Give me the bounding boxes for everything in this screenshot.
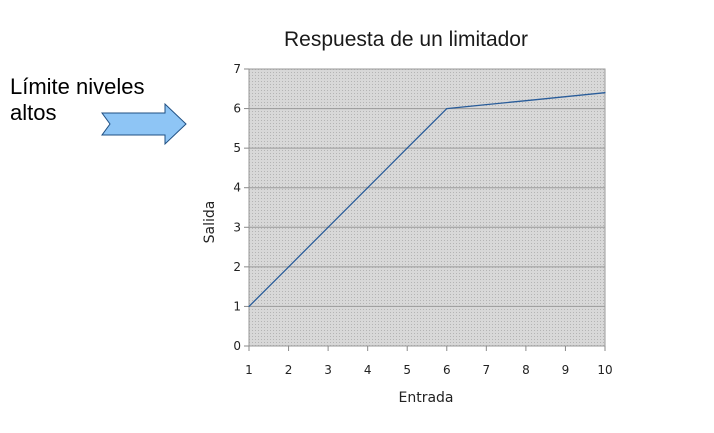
data-point bbox=[485, 104, 487, 106]
x-tick-label: 7 bbox=[483, 363, 491, 377]
x-tick-label: 3 bbox=[324, 363, 332, 377]
plot-area bbox=[248, 68, 606, 347]
data-point bbox=[248, 305, 250, 308]
series-line-0 bbox=[248, 92, 606, 307]
data-point bbox=[446, 107, 448, 110]
x-tick-label: 9 bbox=[562, 363, 570, 377]
y-tick-label: 4 bbox=[233, 181, 241, 195]
y-tick-label: 3 bbox=[233, 220, 241, 234]
right-arrow-icon bbox=[101, 102, 187, 146]
y-tick-label: 6 bbox=[233, 102, 241, 116]
data-point bbox=[406, 147, 408, 149]
x-tick-label: 5 bbox=[403, 363, 411, 377]
x-axis-title: Entrada bbox=[398, 390, 453, 406]
data-point bbox=[604, 92, 606, 94]
chart-title: Respuesta de un limitador bbox=[284, 28, 528, 51]
x-tick-label: 8 bbox=[522, 363, 530, 377]
y-tick-label: 2 bbox=[233, 260, 241, 274]
gridlines bbox=[249, 108, 605, 307]
x-tick-label: 4 bbox=[364, 363, 372, 377]
x-axis-ticks: 1 2 3 4 5 6 7 8 9 10 bbox=[245, 346, 613, 377]
y-tick-label: 1 bbox=[233, 299, 241, 313]
y-tick-label: 0 bbox=[233, 339, 241, 353]
annotation-text: Límite niveles altos bbox=[10, 74, 180, 126]
y-axis-title: Salida bbox=[202, 201, 218, 244]
x-tick-label: 10 bbox=[597, 363, 612, 377]
data-point bbox=[525, 100, 527, 102]
annotation-line-2: altos bbox=[10, 100, 57, 125]
y-tick-label: 7 bbox=[233, 62, 241, 76]
data-point bbox=[327, 226, 329, 228]
data-point bbox=[367, 187, 369, 189]
x-tick-label: 1 bbox=[245, 363, 253, 377]
x-tick-label: 6 bbox=[443, 363, 451, 377]
y-axis-ticks: 0 1 2 3 4 5 6 7 bbox=[233, 62, 249, 353]
x-tick-label: 2 bbox=[285, 363, 293, 377]
series-layer bbox=[248, 92, 606, 308]
annotation-line-1: Límite niveles bbox=[10, 74, 145, 99]
y-tick-label: 5 bbox=[233, 141, 241, 155]
data-point bbox=[287, 266, 290, 268]
data-point bbox=[564, 96, 567, 98]
